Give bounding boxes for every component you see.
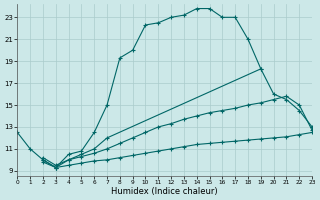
X-axis label: Humidex (Indice chaleur): Humidex (Indice chaleur) — [111, 187, 218, 196]
